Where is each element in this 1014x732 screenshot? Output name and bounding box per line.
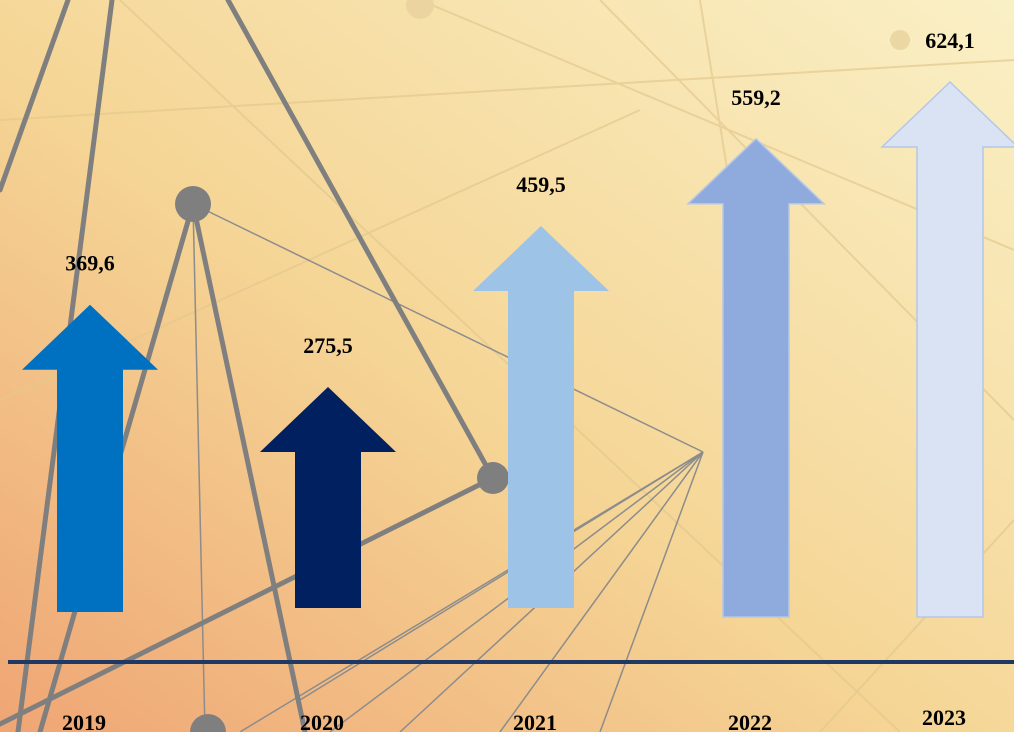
- year-label-2022: 2022: [728, 710, 772, 732]
- year-labels-group: 2019 2020 2021 2022 2023: [62, 705, 966, 732]
- bar-arrow-2023: [880, 80, 1014, 618]
- value-label-2022: 559,2: [731, 85, 781, 110]
- bar-arrow-2022: [686, 137, 826, 618]
- background-network-thin: [192, 203, 704, 732]
- value-label-2019: 369,6: [65, 251, 115, 276]
- value-label-2021: 459,5: [516, 172, 566, 197]
- year-label-2020: 2020: [300, 710, 344, 732]
- value-label-2020: 275,5: [303, 333, 353, 358]
- value-labels-group: 369,6 275,5 459,5 559,2 624,1: [65, 28, 975, 358]
- year-label-2021: 2021: [513, 710, 557, 732]
- bars-group: [22, 80, 1014, 618]
- value-label-2023: 624,1: [925, 28, 975, 53]
- bar-arrow-2019: [22, 304, 158, 612]
- bar-arrow-2020: [260, 387, 396, 608]
- year-label-2019: 2019: [62, 710, 106, 732]
- bar-arrow-2021: [473, 226, 609, 608]
- background-network-nodes: [175, 186, 509, 732]
- year-label-2023: 2023: [922, 705, 966, 730]
